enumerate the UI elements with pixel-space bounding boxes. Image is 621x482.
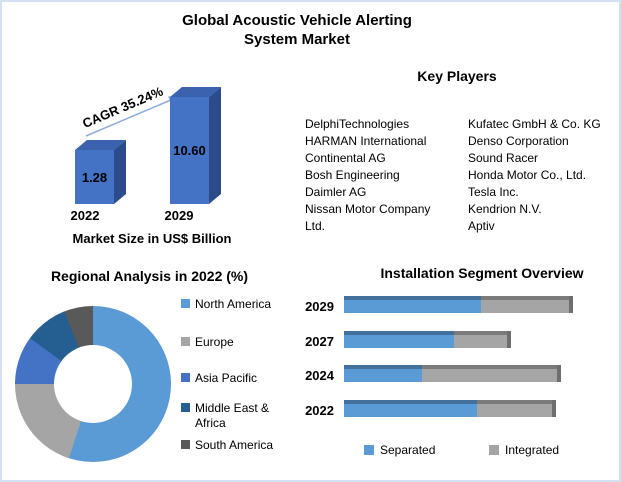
regional-chart-title: Regional Analysis in 2022 (%) <box>50 268 249 284</box>
legend-marker-icon <box>181 337 190 346</box>
separated-segment <box>344 296 482 313</box>
key-player: Kendrion N.V. <box>468 202 542 216</box>
key-players-heading: Key Players <box>417 68 497 84</box>
key-player: Tesla Inc. <box>468 185 519 199</box>
page-title-line1: Global Acoustic Vehicle Alerting <box>182 12 412 29</box>
bar-end-cap <box>556 365 561 382</box>
regional-donut-hole <box>54 345 132 423</box>
legend-label: South America <box>195 438 274 452</box>
key-players-column-1: DelphiTechnologies HARMAN International … <box>305 116 447 235</box>
legend-item-integrated: Integrated <box>489 443 559 457</box>
key-player: Nissan Motor Company Ltd. <box>305 202 431 233</box>
installation-bar-2024 <box>344 365 573 382</box>
bar-2029: 10.60 <box>170 97 209 204</box>
market-size-caption: Market Size in US$ Billion <box>72 231 232 246</box>
axis-label-2022: 2022 <box>70 208 100 223</box>
bar-2022-side-face <box>114 140 126 204</box>
key-player: DelphiTechnologies <box>305 117 410 131</box>
bar-2029-side-face <box>209 87 221 204</box>
page-title: Global Acoustic Vehicle Alerting System … <box>2 11 592 49</box>
installation-year-label: 2022 <box>305 403 334 418</box>
bar-end-cap <box>552 400 557 417</box>
key-players-column-2: Kufatec GmbH & Co. KG Denso Corporation … <box>468 116 619 235</box>
key-player: Continental AG <box>305 151 386 165</box>
installation-year-label: 2027 <box>305 334 334 349</box>
bar-2022: 1.28 <box>75 150 114 204</box>
bar-end-cap <box>506 331 511 348</box>
integrated-segment <box>453 331 507 348</box>
legend-label: Middle East & Africa <box>195 401 270 430</box>
legend-item-south-america: South America <box>181 438 299 453</box>
legend-item-asia-pacific: Asia Pacific <box>181 371 299 386</box>
legend-label: Asia Pacific <box>195 371 258 385</box>
legend-label: Integrated <box>505 443 560 457</box>
legend-marker-icon <box>364 445 374 455</box>
legend-item-middle-east-africa: Middle East & Africa <box>181 401 293 431</box>
legend-label: North America <box>195 297 272 311</box>
integrated-segment <box>476 400 553 417</box>
bar-2022-value: 1.28 <box>81 169 108 185</box>
separated-segment <box>344 365 422 382</box>
legend-label: Europe <box>195 335 234 349</box>
integrated-segment <box>481 296 570 313</box>
key-player: Kufatec GmbH & Co. KG <box>468 117 601 131</box>
legend-item-europe: Europe <box>181 335 299 350</box>
legend-marker-icon <box>181 403 190 412</box>
bar-2029-value: 10.60 <box>173 143 206 158</box>
bar-end-cap <box>569 296 573 313</box>
installation-chart-title: Installation Segment Overview <box>380 265 584 281</box>
key-player: Aptiv <box>468 219 495 233</box>
installation-bar-2029 <box>344 296 573 313</box>
cagr-arrow-icon <box>85 96 180 137</box>
legend-item-north-america: North America <box>181 297 299 312</box>
installation-year-label: 2029 <box>305 299 334 314</box>
installation-bar-2027 <box>344 331 573 348</box>
page-title-line2: System Market <box>244 31 350 48</box>
key-player: Denso Corporation <box>468 134 569 148</box>
legend-marker-icon <box>181 373 190 382</box>
bar-2022-top-face <box>75 140 126 150</box>
key-player: Sound Racer <box>468 151 539 165</box>
key-player: Honda Motor Co., Ltd. <box>468 168 587 182</box>
legend-marker-icon <box>489 445 499 455</box>
key-player: Bosh Engineering <box>305 168 400 182</box>
separated-segment <box>344 400 477 417</box>
installation-bar-2022 <box>344 400 573 417</box>
legend-marker-icon <box>181 440 190 449</box>
integrated-segment <box>421 365 557 382</box>
bar-2029-top-face <box>170 87 221 97</box>
axis-label-2029: 2029 <box>164 208 194 223</box>
key-player: HARMAN International <box>305 134 427 148</box>
separated-segment <box>344 331 454 348</box>
key-player: Daimler AG <box>305 185 367 199</box>
legend-marker-icon <box>181 299 190 308</box>
installation-year-label: 2024 <box>305 368 334 383</box>
legend-item-separated: Separated <box>364 443 435 457</box>
legend-label: Separated <box>380 443 436 457</box>
